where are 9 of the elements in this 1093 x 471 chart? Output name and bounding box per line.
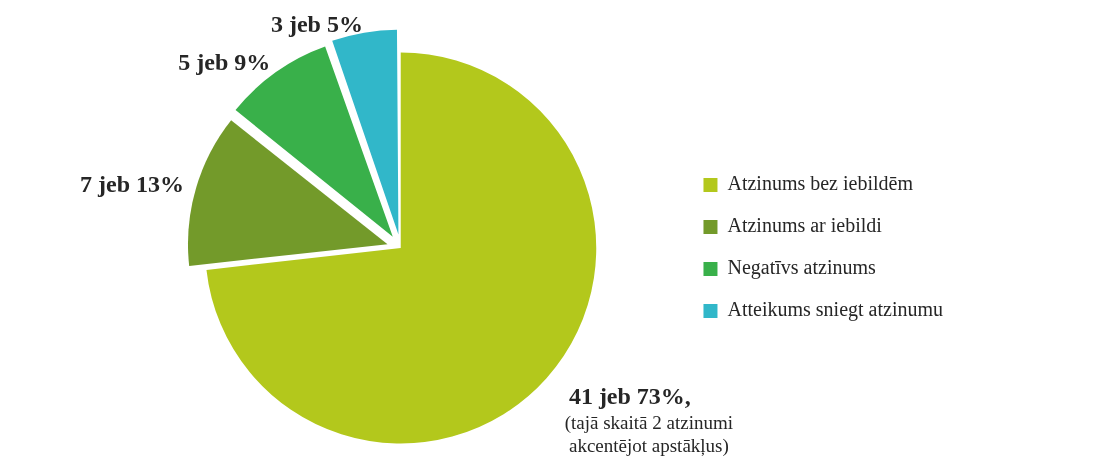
- data-label: 3 jeb 5%: [270, 10, 363, 37]
- data-label: 5 jeb 9%: [178, 49, 271, 76]
- legend-label: Atteikums sniegt atzinumu: [727, 298, 943, 322]
- data-label: 7 jeb 13%: [80, 170, 185, 197]
- legend-label: Atzinums ar iebildi: [727, 214, 883, 237]
- legend-label: Negatīvs atzinums: [727, 256, 876, 280]
- text: (tajā skaitā 2 atzinumi akcentējot apstākļus): [564, 412, 734, 458]
- data-label: 41 jeb 73%,: [568, 383, 691, 410]
- legend-label: Atzinums bez iebildēm: [727, 172, 914, 195]
